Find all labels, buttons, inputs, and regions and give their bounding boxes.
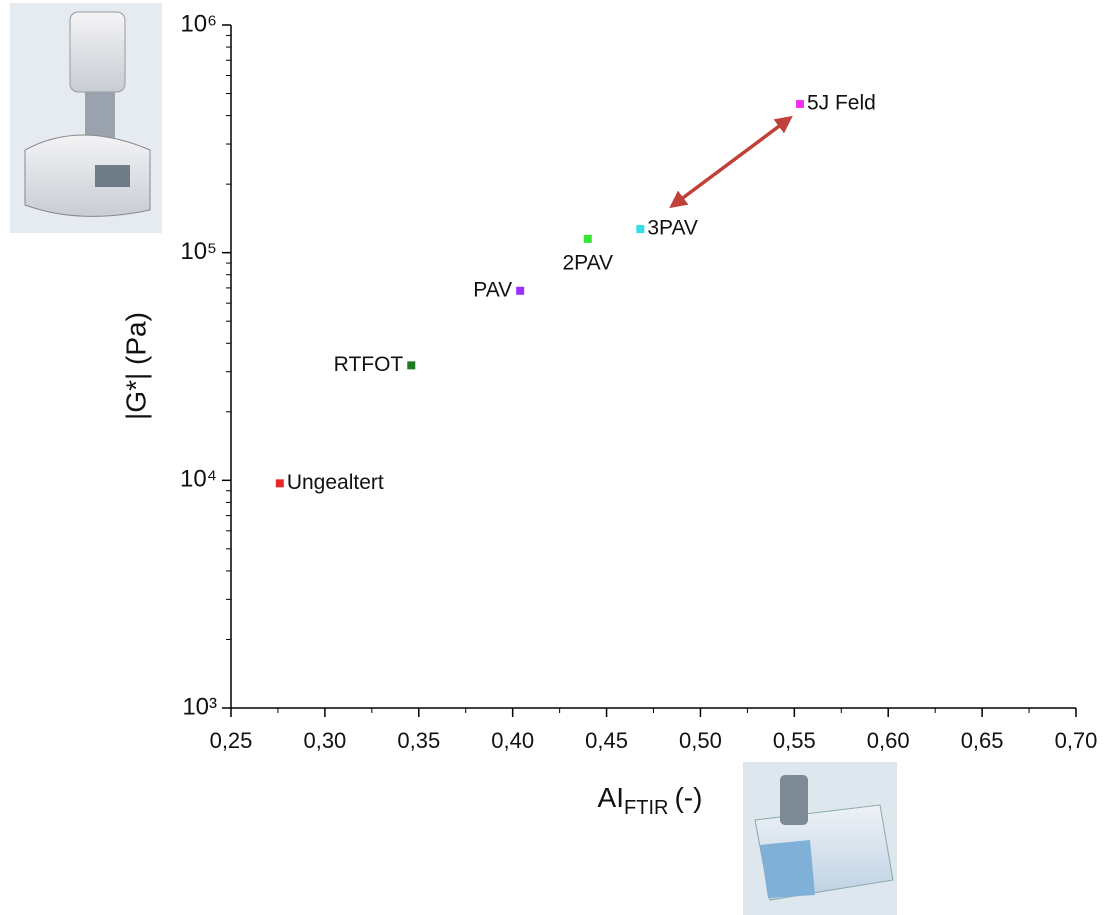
point [796, 100, 804, 108]
x-tick-label: 0,35 [397, 728, 440, 753]
x-tick-label: 0,25 [210, 728, 253, 753]
x-tick-label: 0,50 [679, 728, 722, 753]
point-label: 3PAV [647, 217, 698, 240]
point-label: Ungealtert [287, 471, 384, 494]
x-axis-label: AIFTIR (-) [598, 782, 703, 819]
point-label: PAV [473, 278, 512, 301]
point [407, 361, 415, 369]
point [584, 235, 592, 243]
y-tick-label: 10³ [182, 693, 217, 720]
x-tick-label: 0,55 [773, 728, 816, 753]
x-label-sub: FTIR [624, 797, 668, 819]
x-tick-label: 0,45 [585, 728, 628, 753]
x-label-main: AI [598, 782, 624, 813]
annotation-arrow [672, 118, 790, 206]
rheometer-photo [10, 3, 162, 233]
point [636, 225, 644, 233]
point-label: RTFOT [334, 353, 404, 376]
x-tick-label: 0,30 [303, 728, 346, 753]
point [276, 479, 284, 487]
point-label: 2PAV [562, 251, 613, 274]
y-axis-label: |G*| (Pa) [120, 312, 151, 420]
x-tick-label: 0,70 [1055, 728, 1098, 753]
point [516, 287, 524, 295]
x-tick-label: 0,60 [867, 728, 910, 753]
point-label: 5J Feld [807, 91, 876, 114]
x-tick-label: 0,40 [491, 728, 534, 753]
x-tick-label: 0,65 [961, 728, 1004, 753]
y-tick-label: 10⁶ [180, 10, 217, 37]
y-tick-label: 10⁴ [180, 466, 217, 493]
y-tick-label: 10⁵ [180, 238, 217, 265]
chart: AIFTIR (-) |G*| (Pa) 10³ 10⁴ 10⁵ 10⁶ 0,25 0,30… [0, 0, 1107, 915]
ftir-photo [743, 762, 897, 915]
x-label-suffix: (-) [674, 782, 702, 813]
